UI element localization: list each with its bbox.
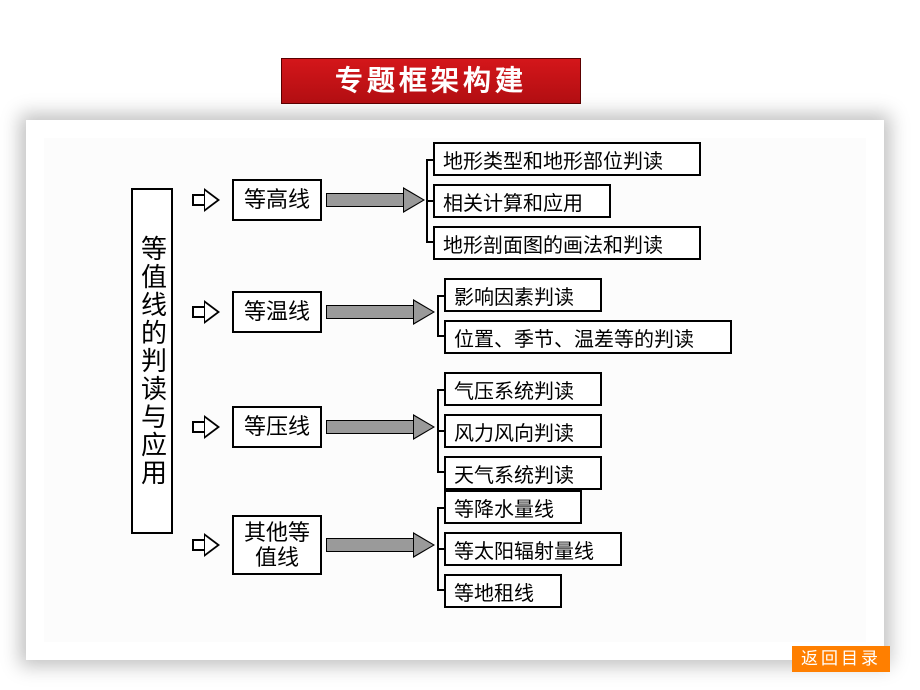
leaf-label: 等降水量线 [454,493,554,522]
leaf-box: 影响因素判读 [444,278,602,312]
leaf-box: 天气系统判读 [444,456,602,490]
leaf-box: 等降水量线 [444,490,582,524]
leaf-box: 地形类型和地形部位判读 [433,142,701,176]
leaf-label: 气压系统判读 [454,375,574,404]
leaf-label: 影响因素判读 [454,281,574,310]
bracket-line [437,389,439,473]
bracket-line [437,507,439,591]
arrow-outline-icon [192,416,222,438]
return-button[interactable]: 返回目录 [792,646,890,672]
leaf-label: 等地租线 [454,577,534,606]
page-title: 专题框架构建 [281,58,581,104]
leaf-box: 风力风向判读 [444,414,602,448]
bracket-line [426,159,428,243]
arrow-solid-icon [326,535,436,555]
leaf-box: 位置、季节、温差等的判读 [444,320,732,354]
leaf-label: 风力风向判读 [454,417,574,446]
leaf-label: 相关计算和应用 [443,187,583,216]
arrow-outline-icon [192,301,222,323]
leaf-box: 地形剖面图的画法和判读 [433,226,701,260]
diagram-root-label: 等值线的判读与应用 [134,235,171,487]
branch-label: 等压线 [244,414,310,439]
branch-label: 等温线 [244,299,310,324]
arrow-outline-icon [192,189,222,211]
diagram-root: 等值线的判读与应用 [131,188,173,534]
branch-box: 等温线 [232,291,322,333]
branch-label: 等高线 [244,187,310,212]
arrow-solid-icon [326,302,436,322]
arrow-outline-icon [192,534,222,556]
arrow-solid-icon [326,190,426,210]
leaf-label: 天气系统判读 [454,459,574,488]
leaf-label: 位置、季节、温差等的判读 [454,323,694,352]
leaf-box: 等太阳辐射量线 [444,532,622,566]
leaf-box: 气压系统判读 [444,372,602,406]
leaf-label: 等太阳辐射量线 [454,535,594,564]
leaf-box: 等地租线 [444,574,562,608]
leaf-box: 相关计算和应用 [433,184,611,218]
branch-box: 等压线 [232,406,322,448]
arrow-solid-icon [326,417,436,437]
branch-label: 其他等值线 [244,520,310,571]
branch-box: 其他等值线 [232,515,322,575]
branch-box: 等高线 [232,179,322,221]
leaf-label: 地形剖面图的画法和判读 [443,229,663,258]
leaf-label: 地形类型和地形部位判读 [443,145,663,174]
bracket-line [437,295,439,337]
